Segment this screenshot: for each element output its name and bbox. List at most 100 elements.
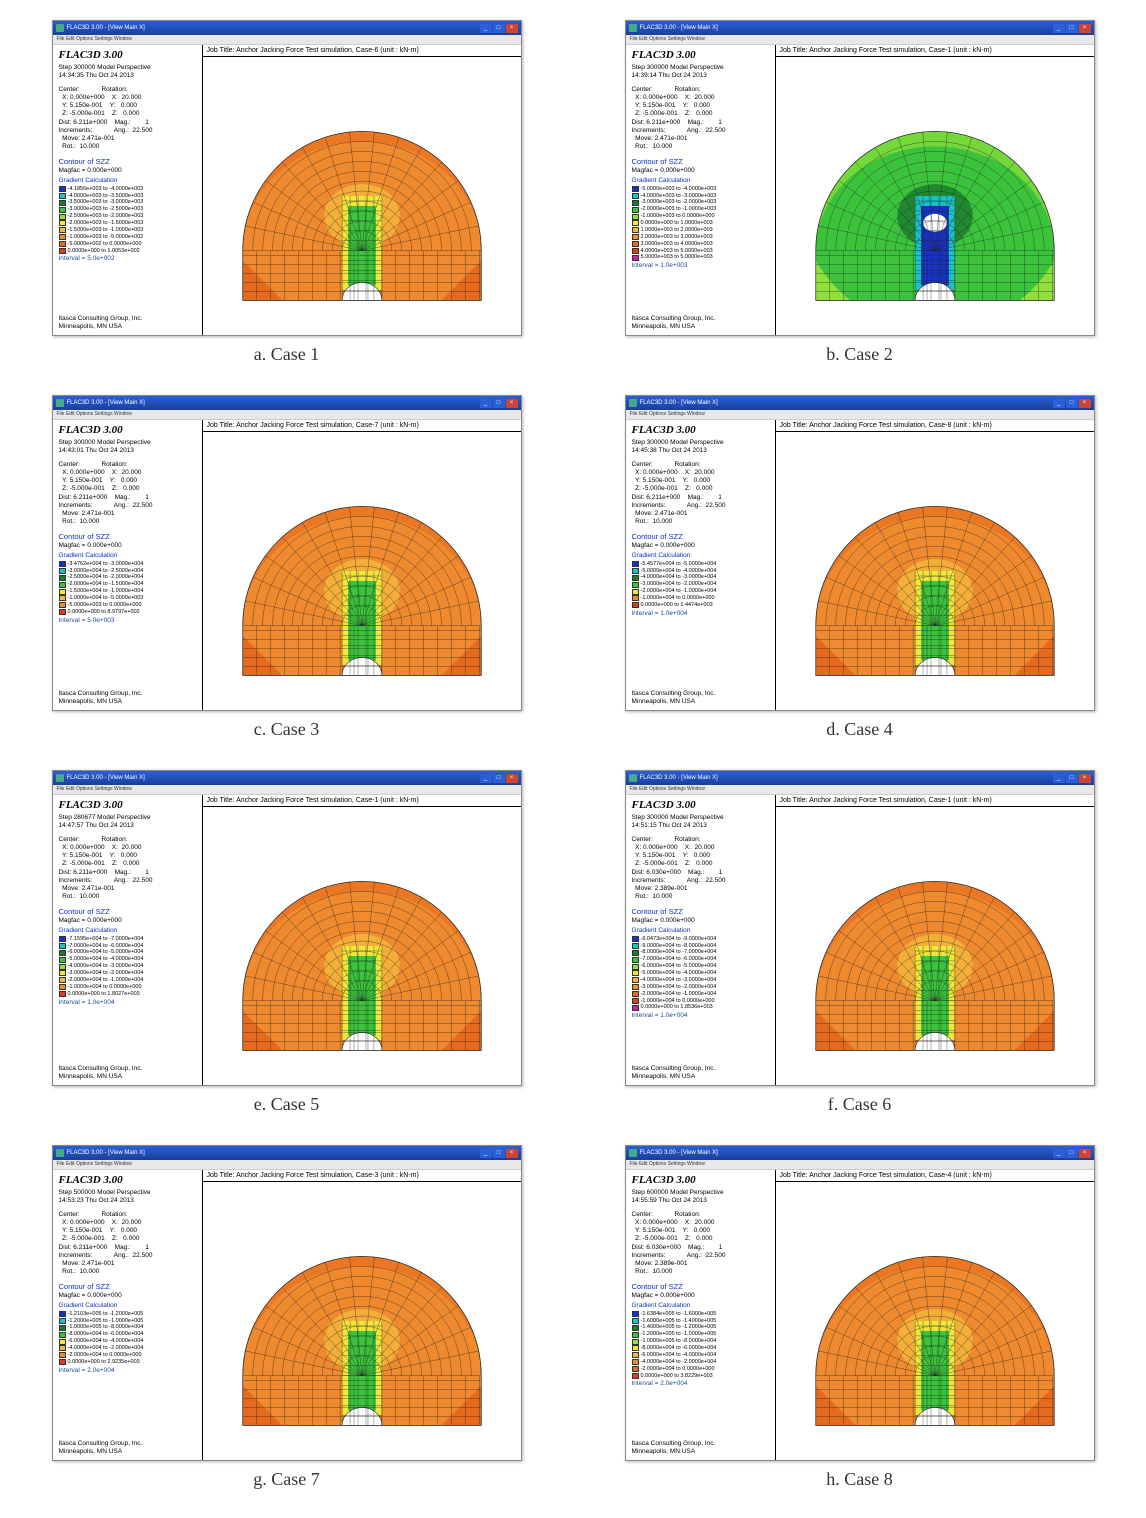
close-button[interactable]: × bbox=[1079, 774, 1091, 783]
legend-range: -4.0000e+004 to -2.0000e+004 bbox=[68, 1345, 144, 1352]
plot-area[interactable] bbox=[203, 1186, 521, 1460]
timestamp: 14:55:59 Thu Oct 24 2013 bbox=[632, 1197, 769, 1205]
coord-line: Dist: 6.211e+000 Mag.: 1 bbox=[59, 119, 196, 127]
titlebar[interactable]: FLAC3D 3.00 - [View Main X]_□× bbox=[626, 21, 1094, 35]
legend-row: -4.0000e+003 to -3.0000e+003 bbox=[632, 193, 769, 200]
maximize-button[interactable]: □ bbox=[1066, 774, 1078, 783]
contour-title: Contour of SZZ bbox=[632, 157, 769, 166]
legend-range: 0.0000e+000 to 2.9235e+003 bbox=[68, 1359, 140, 1366]
legend-row: -4.0000e+004 to -2.0000e+004 bbox=[59, 1345, 196, 1352]
titlebar[interactable]: FLAC3D 3.00 - [View Main X]_□× bbox=[53, 21, 521, 35]
coord-line: Dist: 6.211e+000 Mag.: 1 bbox=[59, 869, 196, 877]
contour-plot bbox=[203, 61, 521, 335]
step-line: Step 300000 Model Perspective bbox=[59, 64, 196, 72]
footer: Itasca Consulting Group, Inc.Minneapolis… bbox=[632, 1440, 716, 1456]
menubar[interactable]: File Edit Options Settings Window bbox=[53, 785, 521, 795]
maximize-button[interactable]: □ bbox=[493, 24, 505, 33]
titlebar[interactable]: FLAC3D 3.00 - [View Main X]_□× bbox=[53, 1146, 521, 1160]
info-sidebar: FLAC3D 3.00Step 300000 Model Perspective… bbox=[626, 795, 776, 1085]
gradient-title: Gradient Calculation bbox=[632, 552, 769, 560]
timestamp: 14:45:38 Thu Oct 24 2013 bbox=[632, 447, 769, 455]
plot-area[interactable] bbox=[776, 436, 1094, 710]
step-line: Step 300000 Model Perspective bbox=[59, 439, 196, 447]
legend-range: -2.0000e+004 to -1.0000e+004 bbox=[641, 588, 717, 595]
coord-line: Y: 5.150e-001 Y: 0.000 bbox=[59, 102, 196, 110]
menubar[interactable]: File Edit Options Settings Window bbox=[626, 35, 1094, 45]
legend-row: -4.0000e+004 to -2.0000e+004 bbox=[632, 1359, 769, 1366]
menubar[interactable]: File Edit Options Settings Window bbox=[626, 410, 1094, 420]
legend-range: -1.0000e+004 to 0.0000e+000 bbox=[641, 998, 715, 1005]
menubar[interactable]: File Edit Options Settings Window bbox=[626, 1160, 1094, 1170]
footer: Itasca Consulting Group, Inc.Minneapolis… bbox=[59, 315, 143, 331]
maximize-button[interactable]: □ bbox=[1066, 24, 1078, 33]
app-title: FLAC3D 3.00 bbox=[59, 49, 196, 63]
panel-caption: g. Case 7 bbox=[253, 1469, 320, 1490]
menubar[interactable]: File Edit Options Settings Window bbox=[53, 1160, 521, 1170]
minimize-button[interactable]: _ bbox=[1053, 1149, 1065, 1158]
legend-row: -6.0000e+004 to -5.0000e+004 bbox=[632, 963, 769, 970]
menubar[interactable]: File Edit Options Settings Window bbox=[53, 35, 521, 45]
maximize-button[interactable]: □ bbox=[1066, 1149, 1078, 1158]
titlebar[interactable]: FLAC3D 3.00 - [View Main X]_□× bbox=[626, 396, 1094, 410]
coord-header: Center: Rotation: bbox=[59, 86, 196, 94]
minimize-button[interactable]: _ bbox=[480, 399, 492, 408]
minimize-button[interactable]: _ bbox=[480, 24, 492, 33]
minimize-button[interactable]: _ bbox=[480, 774, 492, 783]
panel-caption: a. Case 1 bbox=[254, 344, 319, 365]
legend-row: -1.0000e+004 to 0.0000e+000 bbox=[632, 595, 769, 602]
titlebar[interactable]: FLAC3D 3.00 - [View Main X]_□× bbox=[53, 771, 521, 785]
plot-area[interactable] bbox=[203, 811, 521, 1085]
legend-row: -3.0000e+004 to -2.0000e+004 bbox=[632, 581, 769, 588]
legend-row: 1.0000e+003 to 2.0000e+003 bbox=[632, 227, 769, 234]
legend-row: -5.0000e+003 to 0.0000e+000 bbox=[59, 602, 196, 609]
minimize-button[interactable]: _ bbox=[1053, 24, 1065, 33]
legend-row: -8.0000e+004 to -6.0000e+004 bbox=[632, 1345, 769, 1352]
legend-row: 5.0000e+003 to 5.0000e+003 bbox=[632, 254, 769, 261]
coord-line: Z: -5.000e-001 Z: 0.000 bbox=[632, 860, 769, 868]
close-button[interactable]: × bbox=[506, 24, 518, 33]
titlebar[interactable]: FLAC3D 3.00 - [View Main X]_□× bbox=[626, 1146, 1094, 1160]
legend-row: -1.6384e+005 to -1.6000e+005 bbox=[632, 1311, 769, 1318]
maximize-button[interactable]: □ bbox=[493, 1149, 505, 1158]
close-button[interactable]: × bbox=[1079, 1149, 1091, 1158]
magfac: Magfac = 0.000e+000 bbox=[59, 167, 196, 175]
legend-row: -8.0000e+004 to -7.0000e+004 bbox=[632, 949, 769, 956]
plot-area[interactable] bbox=[203, 436, 521, 710]
contour-title: Contour of SZZ bbox=[632, 532, 769, 541]
legend-range: -1.2000e+005 to -1.0000e+005 bbox=[68, 1318, 144, 1325]
close-button[interactable]: × bbox=[1079, 399, 1091, 408]
legend-row: 0.0000e+000 to 1.4474e+003 bbox=[632, 602, 769, 609]
close-button[interactable]: × bbox=[506, 1149, 518, 1158]
titlebar[interactable]: FLAC3D 3.00 - [View Main X]_□× bbox=[53, 396, 521, 410]
titlebar[interactable]: FLAC3D 3.00 - [View Main X] _□× bbox=[626, 771, 1094, 785]
close-button[interactable]: × bbox=[506, 774, 518, 783]
coord-line: Y: 5.150e-001 Y: 0.000 bbox=[59, 477, 196, 485]
coord-line: Rot.: 10.000 bbox=[59, 518, 196, 526]
legend-row: -1.6000e+005 to -1.4000e+005 bbox=[632, 1318, 769, 1325]
legend-row: -5.0000e+003 to -4.0000e+003 bbox=[632, 186, 769, 193]
window-caption: FLAC3D 3.00 - [View Main X] bbox=[640, 775, 718, 781]
plot-area[interactable] bbox=[776, 61, 1094, 335]
minimize-button[interactable]: _ bbox=[480, 1149, 492, 1158]
coord-header: Center: Rotation: bbox=[59, 461, 196, 469]
plot-area[interactable] bbox=[776, 1186, 1094, 1460]
legend-row: 0.0000e+000 to 1.8536e+003 bbox=[632, 1004, 769, 1011]
job-title-bar: Job Title: Anchor Jacking Force Test sim… bbox=[203, 795, 521, 807]
plot-area[interactable] bbox=[203, 61, 521, 335]
step-line: Step 300000 Model Perspective bbox=[632, 439, 769, 447]
close-button[interactable]: × bbox=[506, 399, 518, 408]
maximize-button[interactable]: □ bbox=[1066, 399, 1078, 408]
legend-row: -1.0000e+003 to 0.0000e+000 bbox=[632, 213, 769, 220]
coord-line: Y: 5.150e-001 Y: 0.000 bbox=[632, 1227, 769, 1235]
plot-area[interactable] bbox=[776, 811, 1094, 1085]
minimize-button[interactable]: _ bbox=[1053, 399, 1065, 408]
maximize-button[interactable]: □ bbox=[493, 774, 505, 783]
interval: Interval = 1.0e+004 bbox=[59, 999, 196, 1007]
minimize-button[interactable]: _ bbox=[1053, 774, 1065, 783]
job-title-bar: Job Title: Anchor Jacking Force Test sim… bbox=[776, 1170, 1094, 1182]
menubar[interactable]: File Edit Options Settings Window bbox=[626, 785, 1094, 795]
maximize-button[interactable]: □ bbox=[493, 399, 505, 408]
close-button[interactable]: × bbox=[1079, 24, 1091, 33]
legend-range: 4.0000e+003 to 5.0000e+003 bbox=[641, 248, 713, 255]
menubar[interactable]: File Edit Options Settings Window bbox=[53, 410, 521, 420]
